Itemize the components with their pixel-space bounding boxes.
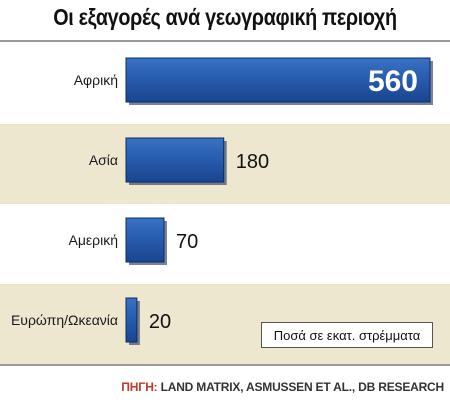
bar-chart: Αφρική 560 Ασία 180 Αμερική 70 Ευρώπη/Ωκεανία 2… <box>0 44 450 364</box>
source-key: ΠΗΓΗ: <box>121 380 158 394</box>
unit-note: Ποσά σε εκατ. στρέμματα <box>261 322 433 348</box>
category-label: Ευρώπη/Ωκεανία <box>11 312 118 328</box>
chart-title: Οι εξαγορές ανά γεωγραφική περιοχή <box>53 4 397 30</box>
bar <box>125 137 225 183</box>
category-label: Αμερική <box>68 232 118 248</box>
source-text: LAND MATRIX, ASMUSSEN ET AL., DB RESEARC… <box>160 380 445 394</box>
bottom-divider <box>0 364 450 366</box>
value-label: 20 <box>149 311 171 333</box>
title-divider <box>0 40 450 42</box>
row-band <box>0 204 450 284</box>
bar <box>125 57 431 103</box>
bar <box>125 297 138 343</box>
value-label: 70 <box>176 231 198 253</box>
value-label: 180 <box>236 151 269 173</box>
value-label: 560 <box>368 65 418 98</box>
category-label: Αφρική <box>74 72 118 88</box>
source-credit: ΠΗΓΗ: LAND MATRIX, ASMUSSEN ET AL., DB R… <box>121 380 444 394</box>
bar <box>125 217 165 263</box>
category-label: Ασία <box>89 152 118 168</box>
